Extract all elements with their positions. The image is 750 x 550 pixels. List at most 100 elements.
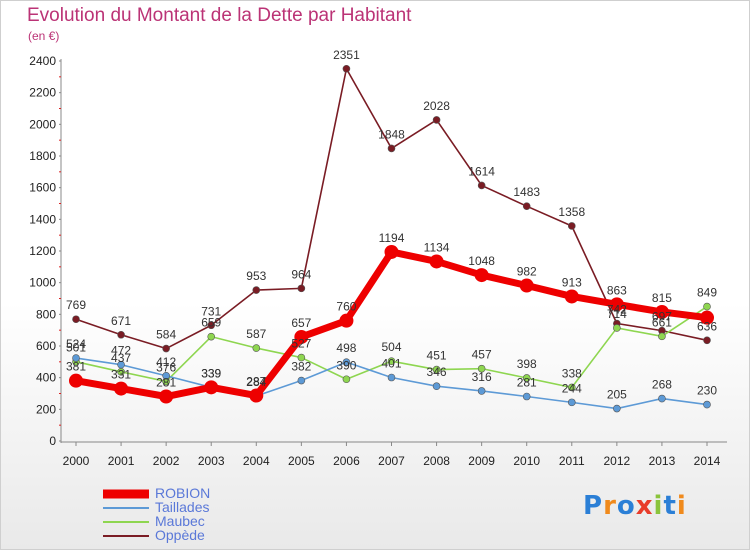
x-tick-label: 2009 xyxy=(468,454,495,468)
data-point-taillades xyxy=(117,360,125,369)
data-label-taillades: 382 xyxy=(291,360,311,374)
data-point-robion xyxy=(654,304,669,319)
data-point-maubec xyxy=(567,383,576,392)
data-point-robion xyxy=(384,244,399,259)
data-label-robion: 1134 xyxy=(424,240,450,254)
x-tick-label: 2007 xyxy=(378,454,405,468)
data-label-opp-de: 697 xyxy=(652,310,672,324)
data-label-taillades: 498 xyxy=(336,341,356,355)
legend-swatch-taillades xyxy=(103,507,149,509)
data-label-robion: 982 xyxy=(517,265,537,279)
y-tick-label: 2000 xyxy=(29,117,56,131)
data-point-robion xyxy=(474,268,489,283)
data-label-taillades: 524 xyxy=(66,337,86,351)
data-label-taillades: 268 xyxy=(652,378,672,392)
logo-letter: t xyxy=(663,491,677,521)
data-label-opp-de: 964 xyxy=(291,267,311,281)
data-point-opp-de xyxy=(703,336,711,345)
data-label-maubec: 659 xyxy=(201,316,221,330)
x-tick-label: 2011 xyxy=(559,454,585,468)
data-point-maubec xyxy=(252,344,261,352)
data-point-taillades xyxy=(613,404,621,413)
proxiti-logo: Proxiti xyxy=(583,491,687,521)
legend-swatch-maubec xyxy=(103,521,149,523)
x-tick-label: 2014 xyxy=(694,454,721,468)
x-tick-label: 2008 xyxy=(423,454,450,468)
data-point-opp-de xyxy=(567,222,576,230)
y-unit-label: (en €) xyxy=(28,29,60,43)
data-label-maubec: 849 xyxy=(697,286,717,300)
x-tick-label: 2010 xyxy=(513,454,540,468)
data-label-maubec: 376 xyxy=(156,360,176,374)
x-tick-label: 2006 xyxy=(333,454,360,468)
data-label-maubec: 451 xyxy=(427,349,447,363)
data-label-robion: 331 xyxy=(111,368,131,382)
data-label-taillades: 339 xyxy=(201,366,221,380)
data-point-taillades xyxy=(703,400,711,409)
data-label-opp-de: 2351 xyxy=(333,48,360,62)
data-point-maubec xyxy=(297,353,306,362)
data-label-taillades: 205 xyxy=(607,388,627,402)
data-point-maubec xyxy=(432,365,441,374)
data-point-taillades xyxy=(342,358,351,366)
x-tick-label: 2004 xyxy=(243,454,270,468)
y-tick-label: 400 xyxy=(36,371,56,385)
data-label-maubec: 661 xyxy=(652,315,672,329)
y-tick-label: 2200 xyxy=(29,86,56,100)
data-point-opp-de xyxy=(162,344,170,353)
logo-letter: i xyxy=(676,491,687,521)
data-point-robion xyxy=(609,297,624,312)
data-label-robion: 1194 xyxy=(379,231,405,245)
data-point-robion xyxy=(204,380,219,395)
x-tick-label: 2013 xyxy=(649,454,676,468)
data-point-taillades xyxy=(162,371,170,380)
data-label-maubec: 437 xyxy=(111,351,131,365)
data-point-robion xyxy=(249,388,264,403)
data-point-maubec xyxy=(207,332,216,341)
data-label-opp-de: 636 xyxy=(697,319,717,333)
data-label-robion: 760 xyxy=(336,300,356,314)
data-label-taillades: 401 xyxy=(381,357,401,371)
data-point-maubec xyxy=(477,364,486,373)
data-point-taillades xyxy=(658,394,666,403)
data-label-opp-de: 731 xyxy=(201,304,221,318)
data-point-robion xyxy=(519,278,534,293)
data-point-taillades xyxy=(297,376,306,385)
data-point-robion xyxy=(700,310,714,325)
y-tick-label: 600 xyxy=(36,339,56,353)
data-label-maubec: 398 xyxy=(517,357,537,371)
data-label-robion: 381 xyxy=(66,360,86,374)
data-label-opp-de: 2028 xyxy=(423,99,450,113)
y-tick-label: 0 xyxy=(49,434,56,448)
data-point-robion xyxy=(159,389,174,404)
data-point-taillades xyxy=(477,387,486,395)
data-label-robion: 287 xyxy=(246,375,266,389)
data-label-opp-de: 1848 xyxy=(378,127,405,141)
data-point-opp-de xyxy=(477,181,486,190)
data-label-opp-de: 671 xyxy=(111,314,131,328)
data-point-robion xyxy=(429,254,444,269)
data-point-taillades xyxy=(567,398,576,407)
data-point-opp-de xyxy=(117,330,125,339)
legend-swatch-robion xyxy=(103,489,149,499)
logo-letter: r xyxy=(603,491,617,521)
x-tick-label: 2000 xyxy=(63,454,90,468)
data-point-robion xyxy=(294,329,309,344)
data-point-maubec xyxy=(387,357,396,366)
legend-label-oppede: Oppède xyxy=(155,527,205,543)
x-tick-label: 2005 xyxy=(288,454,315,468)
x-tick-label: 2012 xyxy=(604,454,631,468)
data-label-opp-de: 1483 xyxy=(513,185,540,199)
data-point-taillades xyxy=(72,354,80,362)
y-tick-label: 200 xyxy=(36,402,56,416)
data-point-maubec xyxy=(522,374,531,382)
data-label-taillades: 230 xyxy=(697,384,717,398)
y-tick-label: 1000 xyxy=(29,276,56,290)
data-label-opp-de: 584 xyxy=(156,328,176,342)
y-tick-label: 1800 xyxy=(29,149,56,163)
data-label-maubec: 504 xyxy=(381,340,401,354)
data-label-taillades: 412 xyxy=(156,355,176,369)
logo-letter: P xyxy=(583,491,604,521)
